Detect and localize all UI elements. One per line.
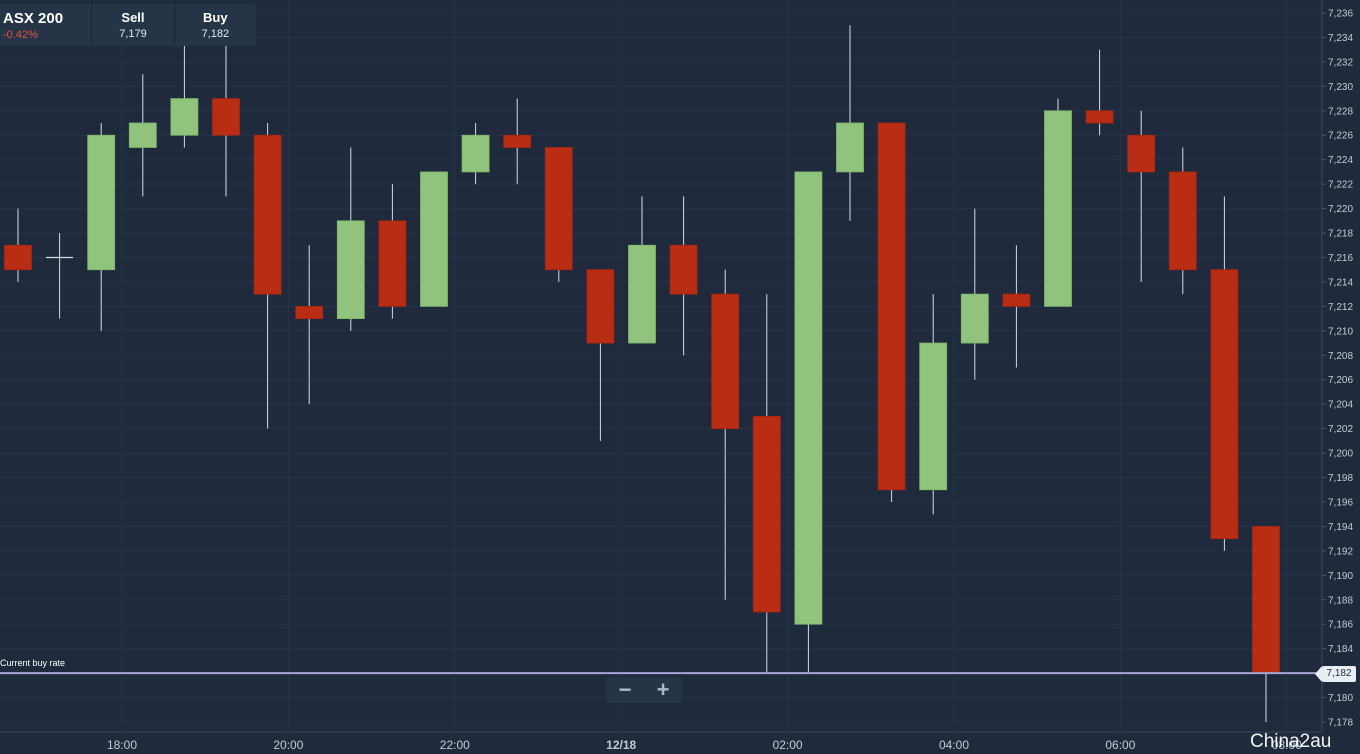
candle-body-down [4, 244, 32, 271]
price-tick-label: 7,230 [1328, 82, 1353, 93]
candle-body-up [87, 134, 116, 271]
price-tick-label: 7,190 [1328, 571, 1353, 582]
candle-body-down [503, 134, 532, 148]
buy-value: 7,182 [201, 28, 230, 40]
price-tick-label: 7,192 [1328, 546, 1353, 557]
price-tick-label: 7,196 [1328, 497, 1353, 508]
candle-body-down [544, 147, 573, 271]
price-tick-label: 7,178 [1328, 718, 1353, 729]
time-tick-label: 18:00 [107, 738, 137, 752]
time-tick-label: 06:00 [1105, 738, 1135, 752]
candle-body-down [669, 244, 698, 295]
time-tick-label: 20:00 [273, 738, 303, 752]
current-rate-label: Current buy rate [0, 658, 66, 668]
price-tick-label: 7,236 [1328, 9, 1353, 20]
candle-body-up [919, 342, 948, 491]
candle-body-up [170, 98, 199, 136]
price-tick-label: 7,216 [1328, 253, 1353, 264]
candle-body-up [1044, 110, 1072, 307]
current-rate-tag: 7,182 [1315, 666, 1356, 682]
candle-body-down [752, 415, 781, 613]
price-tick-label: 7,208 [1328, 351, 1353, 362]
candle-body-up [461, 134, 490, 173]
price-tick-label: 7,218 [1328, 229, 1353, 240]
time-axis: 18:00 20:00 22:00 12/18 02:00 04:00 06:00 08:00 [107, 738, 1302, 752]
candle-body-up [628, 244, 656, 344]
candle-body-down [711, 293, 740, 430]
price-tick-label: 7,212 [1328, 302, 1353, 313]
candle-body-down [1252, 526, 1280, 674]
candle-body-down [586, 269, 615, 344]
price-tick-label: 7,204 [1328, 400, 1353, 411]
candle-body-up [960, 293, 989, 344]
price-change: -0.42% [3, 28, 38, 41]
candles [4, 25, 1280, 722]
candle-body-down [1085, 110, 1114, 124]
price-tick-label: 7,228 [1328, 106, 1353, 117]
instrument-panel: ASX 200 -0.42% Sell 7,179 Buy 7,182 [0, 4, 256, 46]
candle-body-down [212, 98, 240, 136]
plus-icon: + [656, 677, 670, 702]
sell-value: 7,179 [119, 28, 147, 40]
sell-quote[interactable]: Sell 7,179 [91, 4, 173, 46]
price-tick-label: 7,232 [1328, 57, 1353, 68]
price-tick-label: 7,180 [1328, 693, 1353, 704]
candle-body-down [253, 134, 282, 295]
candle-body-up [794, 171, 823, 625]
time-tick-label: 22:00 [440, 738, 470, 752]
price-tick-label: 7,226 [1328, 131, 1353, 142]
time-tick-label: 08:00 [1272, 738, 1302, 752]
price-tick-label: 7,222 [1328, 180, 1353, 191]
candle-body-up [420, 171, 448, 307]
sell-label: Sell [121, 10, 145, 25]
candle-body-down [378, 220, 407, 307]
price-tick-label: 7,210 [1328, 326, 1353, 337]
time-tick-label: 02:00 [773, 738, 803, 752]
price-axis: 7,1787,1807,1827,1847,1867,1887,1907,192… [1322, 9, 1353, 729]
candle-body-down [1168, 171, 1197, 271]
price-tick-label: 7,234 [1328, 33, 1353, 44]
price-tick-label: 7,194 [1328, 522, 1353, 533]
candle-body-up [836, 122, 864, 173]
candle-body-down [1127, 134, 1156, 173]
instrument-name: ASX 200 [3, 9, 64, 27]
candle-body-up [336, 220, 365, 320]
zoom-controls: − + [606, 677, 682, 703]
watermark: China2au [1250, 731, 1332, 752]
price-tick-label: 7,198 [1328, 473, 1353, 484]
price-tick-label: 7,186 [1328, 620, 1353, 631]
time-tick-label: 12/18 [606, 738, 636, 752]
price-tick-label: 7,202 [1328, 424, 1353, 435]
price-tick-label: 7,188 [1328, 595, 1353, 606]
candle-body-down [1210, 269, 1239, 540]
zoom-in-button[interactable]: + [644, 677, 682, 703]
zoom-out-button[interactable]: − [606, 677, 644, 703]
candle-body-down [877, 122, 906, 491]
price-tick-label: 7,206 [1328, 375, 1353, 386]
price-tick-label: 7,200 [1328, 449, 1353, 460]
instrument-info: ASX 200 -0.42% [0, 4, 91, 46]
buy-label: Buy [203, 10, 228, 25]
price-tick-label: 7,214 [1328, 277, 1353, 288]
price-tick-label: 7,184 [1328, 644, 1353, 655]
buy-quote[interactable]: Buy 7,182 [173, 4, 256, 46]
candle-body-up [128, 122, 157, 148]
minus-icon: − [618, 677, 632, 702]
candle-body-down [295, 305, 324, 320]
time-tick-label: 04:00 [939, 738, 969, 752]
candle-body-down [1002, 293, 1031, 307]
price-tick-label: 7,224 [1328, 155, 1353, 166]
grid-lines [0, 0, 1322, 732]
price-tick-label: 7,220 [1328, 204, 1353, 215]
